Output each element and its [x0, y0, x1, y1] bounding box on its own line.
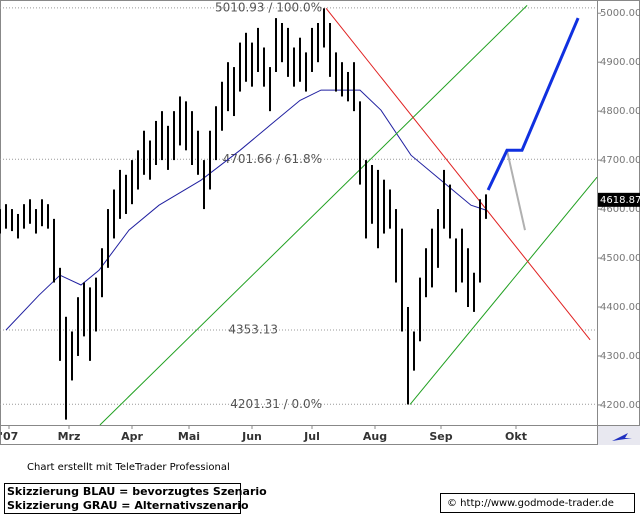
overlay-line [325, 7, 591, 341]
fib-label: 5010.93 / 100.0% [215, 0, 322, 14]
copyright-box [440, 493, 635, 513]
x-tick-label: Jun [241, 430, 262, 443]
fib-label: 4353.13 [228, 322, 278, 336]
overlay-line [409, 176, 598, 405]
copyright: © http://www.godmode-trader.de [447, 498, 614, 509]
icon-arrow [612, 433, 632, 441]
y-tick-label: 5000.00 [600, 8, 640, 19]
x-tick-label: Okt [505, 430, 527, 443]
fib-label: 4201.31 / 0.0% [230, 397, 322, 411]
legend-box [4, 483, 241, 514]
y-tick-label: 4800.00 [600, 106, 640, 117]
y-tick-label: 4900.00 [600, 57, 640, 68]
overlay-line [99, 5, 528, 426]
last-price-box [598, 192, 640, 207]
credit: Chart erstellt mit TeleTrader Profession… [27, 462, 230, 473]
fib-label: 4701.66 / 61.8% [223, 152, 322, 166]
icon-bg [598, 426, 640, 445]
y-tick-label: 4400.00 [600, 302, 640, 313]
x-tick-label: Sep [429, 430, 452, 443]
y-tick-label: 4600.00 [600, 204, 640, 215]
x-tick-label: Aug [363, 430, 387, 443]
x-tick-label: Jul [303, 430, 320, 443]
x-tick-label: Mai [178, 430, 200, 443]
overlay-line [486, 17, 580, 191]
y-tick-label: 4500.00 [600, 253, 640, 264]
corner-icon [598, 426, 640, 445]
y-tick-label: 4700.00 [600, 155, 640, 166]
x-tick-label: '07 [0, 430, 18, 443]
x-tick-label: Apr [121, 430, 143, 443]
overlay-line [506, 150, 526, 231]
legend-grey: Skizzierung GRAU = Alternativszenario [7, 499, 249, 512]
overlay-line [5, 89, 487, 331]
x-tick-label: Mrz [58, 430, 81, 443]
last-price-label: 4618.87 [600, 195, 640, 206]
y-tick-label: 4200.00 [600, 400, 640, 411]
y-tick-label: 4300.00 [600, 351, 640, 362]
legend-blue: Skizzierung BLAU = bevorzugtes Szenario [7, 485, 267, 498]
